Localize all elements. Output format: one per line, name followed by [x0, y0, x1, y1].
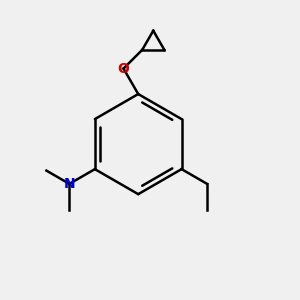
- Text: O: O: [118, 61, 129, 76]
- Text: N: N: [64, 177, 75, 191]
